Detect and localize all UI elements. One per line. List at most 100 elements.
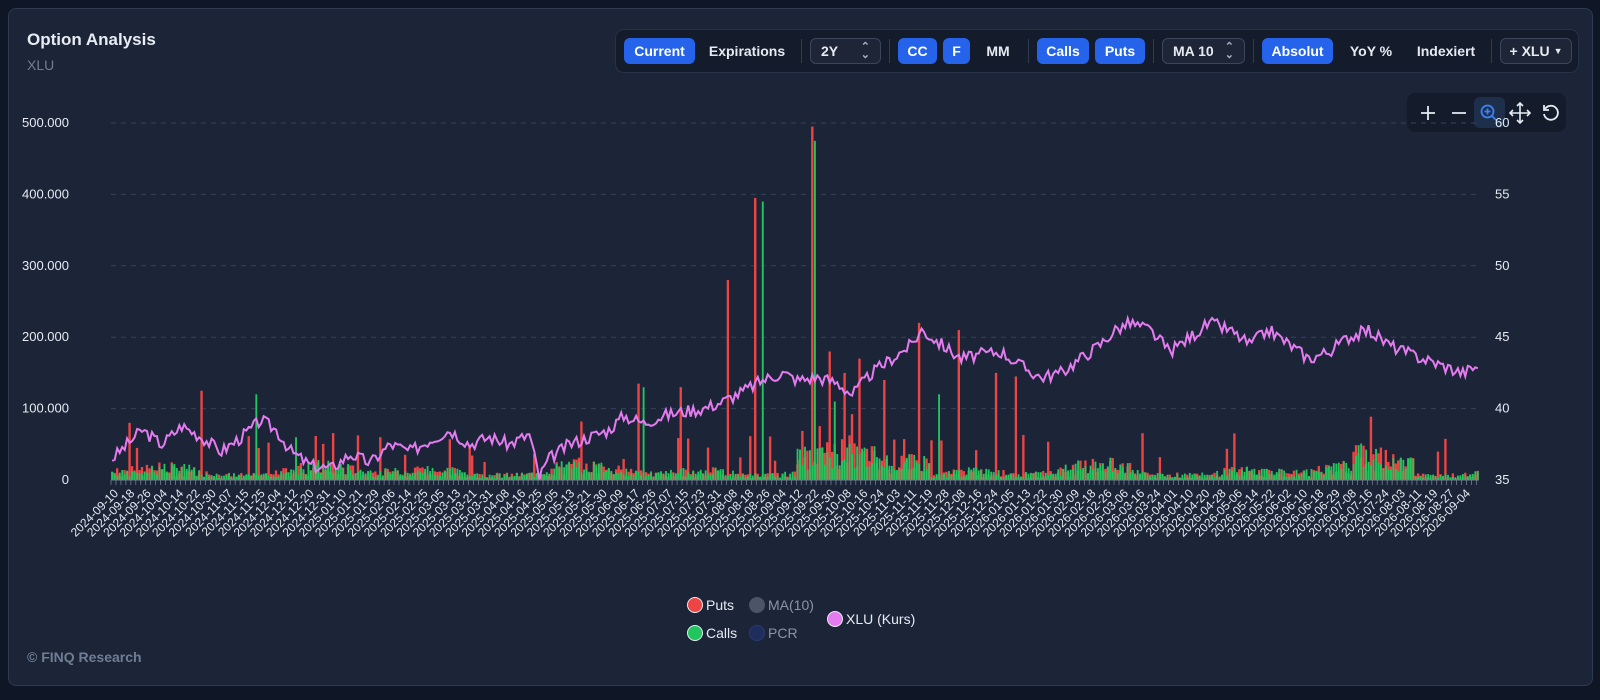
call-bar: [302, 469, 305, 480]
call-bar: [1206, 474, 1209, 480]
call-bar: [833, 401, 836, 480]
legend-price[interactable]: XLU (Kurs): [827, 611, 915, 627]
indexiert-button[interactable]: Indexiert: [1416, 43, 1476, 59]
legend-calls[interactable]: Calls: [687, 625, 737, 641]
call-bar: [399, 474, 402, 480]
call-bar: [962, 476, 965, 480]
put-bar: [1379, 447, 1383, 480]
reset-icon[interactable]: [1535, 97, 1566, 128]
call-bar: [1461, 474, 1464, 480]
call-bar: [871, 463, 873, 480]
call-bar: [148, 472, 151, 480]
call-bar: [446, 467, 449, 480]
call-bar: [737, 474, 739, 480]
legend-pcr-swatch: [749, 625, 765, 641]
call-bar: [1238, 475, 1241, 480]
put-bar: [374, 471, 377, 480]
call-bar: [1255, 474, 1258, 480]
call-bar: [1114, 468, 1117, 480]
call-bar: [751, 475, 754, 480]
call-bar: [1466, 476, 1469, 480]
put-bar: [1421, 473, 1425, 480]
call-bar: [257, 475, 260, 480]
puts-button[interactable]: Puts: [1095, 38, 1145, 64]
call-bar: [1360, 443, 1363, 480]
absolut-button[interactable]: Absolut: [1262, 38, 1333, 64]
call-bar: [153, 472, 156, 480]
call-bar: [247, 474, 250, 480]
call-bar: [535, 473, 538, 480]
expirations-button[interactable]: Expirations: [708, 43, 786, 59]
call-bar: [1322, 475, 1325, 480]
call-bar: [1044, 472, 1047, 480]
call-bar: [1131, 469, 1134, 480]
current-button[interactable]: Current: [624, 38, 695, 64]
call-bar: [501, 477, 504, 480]
put-bar: [883, 380, 886, 480]
put-bar: [932, 475, 936, 480]
put-bar: [840, 439, 844, 480]
updown-chevron-icon: ⌃ ⌄: [860, 41, 870, 61]
legend-puts[interactable]: Puts: [687, 597, 734, 613]
call-bar: [920, 470, 923, 480]
call-bar: [1414, 476, 1417, 480]
call-bar: [1365, 449, 1368, 480]
call-bar: [364, 473, 367, 480]
add-symbol-button[interactable]: + XLU ▼: [1500, 38, 1572, 64]
call-bar: [935, 474, 938, 480]
call-bar: [118, 472, 121, 480]
call-bar: [836, 454, 839, 480]
mm-button[interactable]: MM: [986, 43, 1010, 59]
put-bar: [1225, 448, 1229, 480]
toolbar-divider: [1028, 39, 1029, 63]
put-bar: [1238, 469, 1241, 480]
call-bar: [1422, 477, 1425, 480]
call-bar: [565, 464, 568, 480]
call-bar: [1198, 475, 1201, 480]
zoom-icon[interactable]: [1474, 97, 1505, 128]
call-bar: [794, 476, 796, 480]
call-bar: [789, 473, 792, 480]
call-bar: [895, 470, 898, 480]
call-bar: [272, 476, 275, 480]
call-bar: [496, 474, 499, 480]
call-bar: [262, 473, 265, 480]
pan-icon[interactable]: [1505, 97, 1536, 128]
call-bar: [1243, 471, 1246, 480]
yoy-button[interactable]: YoY %: [1349, 43, 1393, 59]
call-bar: [957, 470, 960, 480]
call-bar: [180, 466, 183, 480]
minus-icon[interactable]: [1444, 97, 1475, 128]
call-bar: [776, 475, 779, 480]
put-bar: [917, 322, 921, 480]
call-bar: [863, 447, 866, 480]
call-bar: [456, 468, 459, 480]
call-bar: [1380, 464, 1382, 480]
call-bar: [930, 476, 933, 480]
call-bar: [1087, 473, 1089, 480]
call-bar: [1082, 467, 1084, 480]
call-bar: [856, 446, 859, 480]
call-bar: [635, 470, 638, 480]
f-button[interactable]: F: [943, 38, 970, 64]
call-bar: [136, 472, 139, 480]
call-bar: [1253, 468, 1256, 480]
call-bar: [441, 472, 444, 480]
call-bar: [630, 473, 633, 480]
put-bar: [371, 472, 375, 480]
range-select[interactable]: 2Y ⌃ ⌄: [810, 38, 881, 64]
legend-pcr[interactable]: PCR: [749, 625, 798, 641]
put-bar: [438, 471, 442, 480]
ma-select[interactable]: MA 10 ⌃ ⌄: [1162, 38, 1245, 64]
call-bar: [627, 475, 630, 480]
plus-icon[interactable]: [1413, 97, 1444, 128]
call-bar: [764, 473, 767, 480]
put-bar: [858, 358, 861, 480]
call-bar: [297, 474, 300, 480]
cc-button[interactable]: CC: [898, 38, 937, 64]
call-bar: [1178, 477, 1181, 480]
legend-ma[interactable]: MA(10): [749, 597, 814, 613]
call-bar: [806, 469, 809, 480]
call-bar: [1124, 472, 1127, 480]
calls-button[interactable]: Calls: [1037, 38, 1089, 64]
